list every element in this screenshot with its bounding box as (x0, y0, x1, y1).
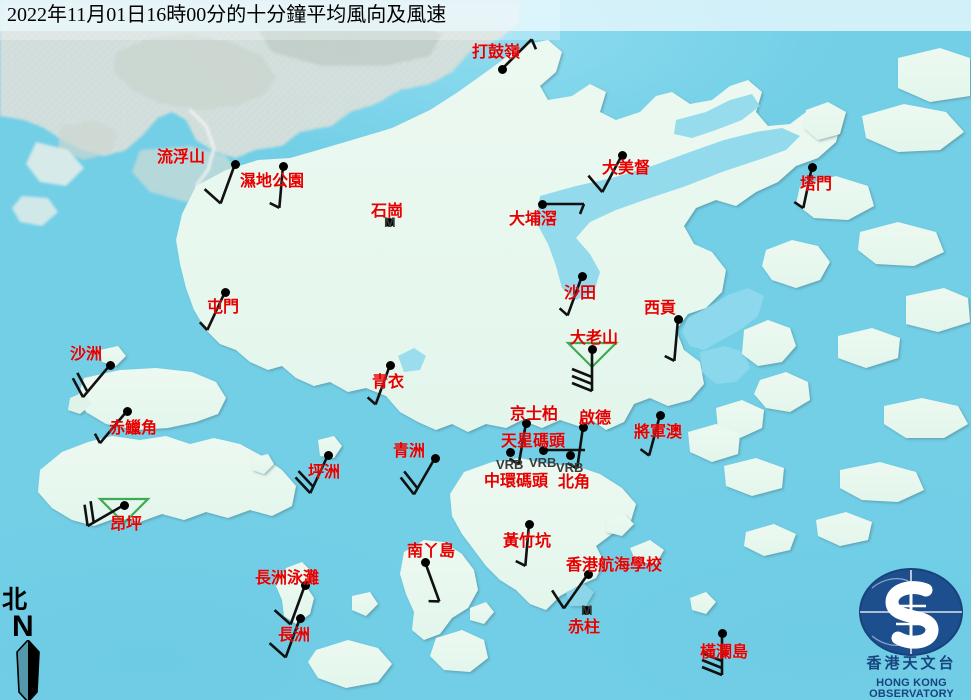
station-dot (655, 410, 665, 420)
station-name-label: 石崗 (371, 203, 404, 220)
small-islands (100, 48, 970, 688)
station-dot (807, 162, 817, 172)
hko-logo-icon (859, 568, 963, 656)
station-dot (278, 161, 288, 171)
station-dot (524, 519, 534, 529)
station-missing-marker: M (384, 214, 396, 230)
station-dot (583, 569, 593, 579)
page-title: 2022年11月01日16時00分的十分鐘平均風向及風速 (7, 4, 447, 26)
station-variable-wind-label: VRB (496, 457, 524, 472)
station-name-label: 流浮山 (157, 149, 206, 166)
station-dot (122, 406, 132, 416)
station-dot (300, 580, 310, 590)
station-dot (538, 445, 548, 455)
station-dot (384, 217, 394, 227)
station-dot (497, 64, 507, 74)
station-dot (717, 628, 727, 638)
station-name-label: 沙洲 (70, 346, 103, 363)
station-name-label: 濕地公園 (240, 173, 305, 190)
station-dot (220, 287, 230, 297)
station-dot (577, 271, 587, 281)
station-dot (521, 418, 531, 428)
station-triangle-marker-icon (565, 341, 619, 369)
station-dot (385, 360, 395, 370)
station-name-label: 赤柱 (568, 619, 601, 636)
station-name-label: 啟德 (579, 410, 612, 427)
station-name-label: 黃竹坑 (503, 533, 552, 550)
lantau-island (38, 368, 296, 526)
station-variable-wind-label: VRB (529, 455, 557, 470)
station-name-label: 京士柏 (510, 406, 559, 423)
station-name-label: 將軍澳 (634, 424, 683, 441)
station-dot (505, 447, 515, 457)
compass-needle-icon (16, 640, 40, 700)
station-dot (565, 450, 575, 460)
title-bar: 2022年11月01日16時00分的十分鐘平均風向及風速 (0, 0, 971, 31)
hko-logo: 香港天文台 HONG KONG OBSERVATORY (852, 568, 971, 700)
station-dot (119, 500, 129, 510)
station-dot (581, 605, 591, 615)
station-name-label: 長洲 (278, 627, 311, 644)
compass-rose: 北 N (2, 588, 54, 700)
station-dot (105, 360, 115, 370)
station-name-label: 屯門 (207, 299, 240, 316)
station-dot (673, 314, 683, 324)
station-name-label: 香港航海學校 (566, 557, 663, 574)
station-dot (617, 150, 627, 160)
station-name-label: 南丫島 (407, 543, 456, 560)
station-name-label: 大老山 (570, 330, 619, 347)
compass-north-en-label: N (12, 610, 34, 643)
station-name-label: 北角 (558, 474, 591, 491)
hko-logo-cn-text: 香港天文台 (866, 656, 957, 672)
station-dot (230, 159, 240, 169)
station-name-label: 西貢 (644, 300, 677, 317)
compass-north-cn-label: 北 (2, 587, 28, 614)
station-dot (323, 450, 333, 460)
hko-logo-en-text: HONG KONG OBSERVATORY (869, 677, 954, 700)
northeast-islands (688, 176, 970, 496)
station-dot (430, 453, 440, 463)
station-dot (420, 557, 430, 567)
inland-water (398, 94, 800, 384)
station-dot (537, 199, 547, 209)
station-name-label: 長洲泳灘 (255, 570, 320, 587)
station-name-label: 坪洲 (308, 464, 341, 481)
station-name-label: 大美督 (602, 160, 651, 177)
station-name-label: 塔門 (800, 176, 833, 193)
station-name-label: 天星碼頭 (501, 433, 566, 450)
station-dot (587, 344, 597, 354)
station-name-label: 昂坪 (110, 516, 143, 533)
station-name-label: 中環碼頭 (484, 473, 549, 490)
station-dot (295, 613, 305, 623)
station-missing-marker: M (581, 602, 593, 618)
station-name-label: 沙田 (564, 285, 597, 302)
station-name-label: 青洲 (393, 443, 426, 460)
station-name-label: 打鼓嶺 (472, 44, 521, 61)
station-variable-wind-label: VRB (556, 460, 584, 475)
station-name-label: 青衣 (372, 374, 405, 391)
station-name-label: 橫瀾島 (700, 644, 749, 661)
station-name-label: 大埔滘 (509, 211, 558, 228)
station-dot (578, 422, 588, 432)
station-name-label: 赤鱲角 (109, 420, 158, 437)
